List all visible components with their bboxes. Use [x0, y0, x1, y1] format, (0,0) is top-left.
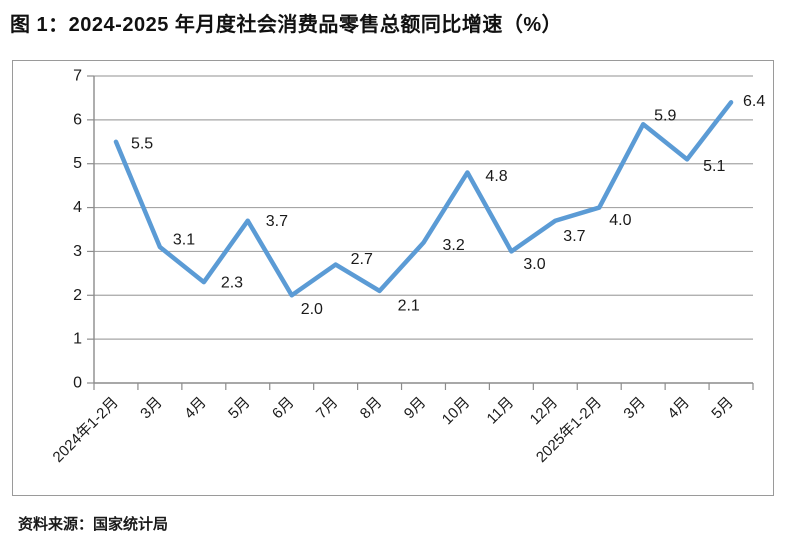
data-label: 2.1 [398, 297, 420, 314]
x-tick-label: 2024年1-2月 [50, 394, 122, 466]
y-tick-label: 3 [73, 243, 82, 260]
x-tick-label: 4月 [664, 394, 693, 423]
data-label: 2.3 [221, 275, 243, 292]
y-tick-label: 5 [73, 155, 82, 172]
x-tick-label: 5月 [708, 394, 737, 423]
line-chart: 0 1 2 3 4 5 6 7 2024年1-2月 3月 4月 5月 6月 7月 8月 9月 10月 11月 12月… [50, 68, 766, 466]
y-tick-label: 7 [73, 68, 82, 85]
y-tick-label: 2 [73, 287, 82, 304]
data-label: 3.2 [443, 237, 465, 254]
y-tick-label: 1 [73, 331, 82, 348]
y-tick-label: 0 [73, 375, 82, 392]
data-label: 4.0 [609, 212, 631, 229]
x-tick-label: 9月 [401, 394, 430, 423]
x-tick-label: 11月 [484, 394, 518, 428]
y-tick-label: 4 [73, 199, 82, 216]
line-series [113, 100, 734, 298]
x-tick-label: 3月 [137, 394, 166, 423]
data-label: 2.0 [301, 301, 323, 318]
x-tick-label: 5月 [225, 394, 254, 423]
page-title: 图 1：2024-2025 年月度社会消费品零售总额同比增速（%） [10, 14, 563, 36]
data-label: 3.7 [563, 228, 585, 245]
chart-container: 0 1 2 3 4 5 6 7 2024年1-2月 3月 4月 5月 6月 7月 8月 9月 10月 11月 12月… [12, 60, 774, 496]
x-tick-label: 4月 [181, 394, 210, 423]
data-label: 3.1 [173, 232, 195, 249]
x-tick-label: 10月 [439, 394, 473, 428]
x-tick-label: 3月 [620, 394, 649, 423]
data-label: 5.1 [703, 158, 725, 175]
source-note: 资料来源：国家统计局 [18, 516, 169, 533]
x-tick-label: 7月 [313, 394, 342, 423]
data-label: 5.5 [131, 135, 153, 152]
data-label: 4.8 [485, 168, 507, 185]
data-label: 3.0 [523, 256, 545, 273]
x-tick-label: 6月 [269, 394, 298, 423]
x-tick-label: 12月 [527, 394, 561, 428]
data-label: 5.9 [654, 108, 676, 125]
data-label: 3.7 [266, 213, 288, 230]
x-tick-label: 8月 [357, 394, 386, 423]
data-label: 2.7 [351, 251, 373, 268]
y-tick-label: 6 [73, 111, 82, 128]
data-label: 6.4 [743, 93, 765, 110]
